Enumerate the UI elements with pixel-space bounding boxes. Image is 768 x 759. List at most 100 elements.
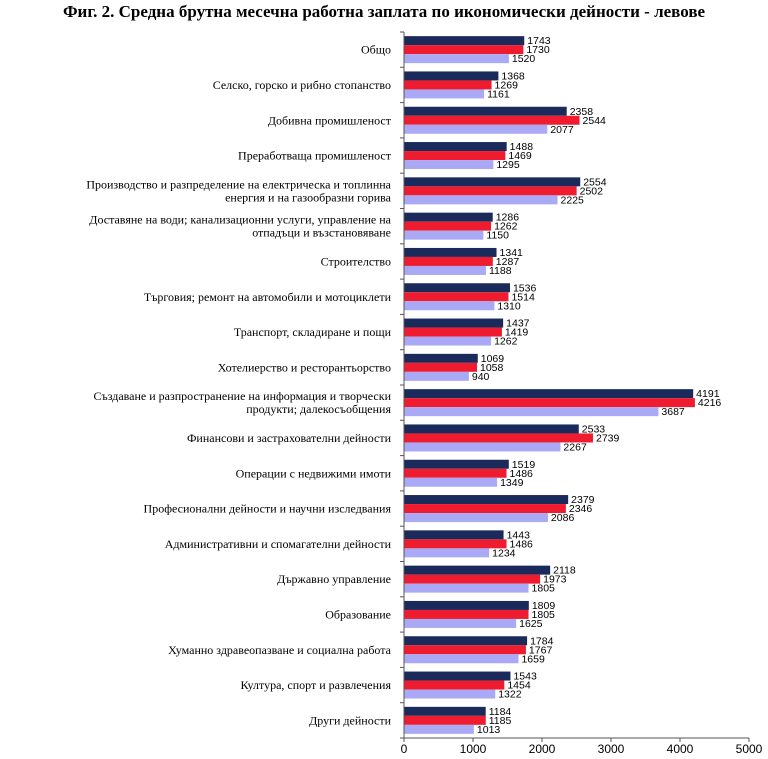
data-label: 1443 xyxy=(507,529,531,541)
bar xyxy=(404,609,529,619)
chart-title: Фиг. 2. Средна брутна месечна работна за… xyxy=(62,2,706,21)
data-label: 1536 xyxy=(513,282,537,294)
bar xyxy=(404,513,548,523)
bar xyxy=(404,160,494,170)
data-label: 2358 xyxy=(570,106,594,118)
bar xyxy=(404,654,519,664)
bar xyxy=(404,477,498,487)
data-label: 2077 xyxy=(550,124,574,136)
bar xyxy=(404,424,579,434)
bar xyxy=(404,636,528,646)
bar xyxy=(404,539,507,549)
category-label: Финансови и застрахователни дейности xyxy=(187,431,392,445)
bar xyxy=(404,530,504,540)
data-label: 1469 xyxy=(508,150,532,162)
bar xyxy=(404,371,469,381)
bar xyxy=(404,468,507,478)
bar xyxy=(404,574,541,584)
category-label: продукти; далекосъобщения xyxy=(246,402,391,416)
data-label: 1809 xyxy=(532,600,556,612)
data-label: 1519 xyxy=(512,459,536,471)
data-label: 2554 xyxy=(583,176,607,188)
data-label: 1805 xyxy=(532,609,556,621)
bar xyxy=(404,689,496,699)
bar xyxy=(404,362,478,372)
bar xyxy=(404,548,490,558)
category-label: Държавно управление xyxy=(277,572,391,586)
bar xyxy=(404,115,580,125)
x-tick-label: 1000 xyxy=(460,742,487,756)
bar xyxy=(404,283,510,293)
data-label: 1341 xyxy=(500,247,524,259)
data-label: 1161 xyxy=(487,88,510,100)
data-label: 1262 xyxy=(494,336,518,348)
bar xyxy=(404,583,529,593)
bar xyxy=(404,292,509,302)
bar xyxy=(404,195,558,205)
bar xyxy=(404,106,567,116)
data-label: 1486 xyxy=(510,538,534,550)
data-label: 1784 xyxy=(530,635,554,647)
category-label: Общо xyxy=(361,43,391,57)
data-label: 1543 xyxy=(513,671,537,683)
category-label: Доставяне на води; канализационни услуги… xyxy=(89,213,391,227)
data-label: 940 xyxy=(472,371,490,383)
category-label: Операции с недвижими имоти xyxy=(236,466,392,480)
x-tick-label: 0 xyxy=(401,742,408,756)
category-label: Хотелиерство и ресторантьорство xyxy=(218,360,391,374)
category-label: Образование xyxy=(325,607,391,621)
bar xyxy=(404,151,506,161)
data-label: 1743 xyxy=(527,35,551,47)
bar xyxy=(404,221,492,231)
bar xyxy=(404,459,509,469)
data-label: 1310 xyxy=(497,300,521,312)
bar xyxy=(404,256,493,266)
bar xyxy=(404,45,524,55)
data-label: 1322 xyxy=(498,689,522,701)
data-label: 1437 xyxy=(506,318,530,330)
bar xyxy=(404,186,577,196)
bar xyxy=(404,600,529,610)
bar xyxy=(404,389,694,399)
bar xyxy=(404,336,492,346)
data-label: 2225 xyxy=(561,194,585,206)
bar xyxy=(404,327,502,337)
data-label: 1730 xyxy=(526,44,550,56)
data-label: 1368 xyxy=(501,70,525,82)
data-label: 2118 xyxy=(553,565,576,577)
bar xyxy=(404,89,485,99)
data-label: 1973 xyxy=(543,574,567,586)
data-label: 2379 xyxy=(571,494,595,506)
data-label: 2346 xyxy=(569,503,593,515)
x-tick-label: 5000 xyxy=(736,742,763,756)
category-label: Транспорт, складиране и пощи xyxy=(234,325,392,339)
data-label: 2739 xyxy=(596,432,620,444)
data-label: 4216 xyxy=(698,397,722,409)
bar xyxy=(404,495,569,505)
data-label: 1188 xyxy=(489,265,512,277)
category-label: Преработваща промишленост xyxy=(238,149,392,163)
data-label: 1185 xyxy=(489,715,512,727)
bar xyxy=(404,301,495,311)
data-label: 1488 xyxy=(510,141,534,153)
bar xyxy=(404,71,499,81)
axes-layer: 0 1000 2000 3000 4000 5000 xyxy=(400,31,763,756)
x-tick-label: 4000 xyxy=(667,742,694,756)
bar xyxy=(404,706,486,716)
data-label: 4191 xyxy=(696,388,720,400)
data-label: 1805 xyxy=(532,583,556,595)
bar xyxy=(404,724,474,734)
data-label: 1625 xyxy=(519,618,543,630)
category-label: Производство и разпределение на електрич… xyxy=(86,177,391,191)
data-label: 1269 xyxy=(495,79,519,91)
data-label: 1150 xyxy=(486,230,509,242)
bar xyxy=(404,433,593,443)
bar xyxy=(404,407,659,417)
bar xyxy=(404,715,486,725)
data-label: 2086 xyxy=(551,512,575,524)
data-label: 2533 xyxy=(582,423,606,435)
category-label: Търговия; ремонт на автомобили и мотоцик… xyxy=(144,290,392,304)
bar xyxy=(404,230,484,240)
category-label: Култура, спорт и развлечения xyxy=(240,678,391,692)
